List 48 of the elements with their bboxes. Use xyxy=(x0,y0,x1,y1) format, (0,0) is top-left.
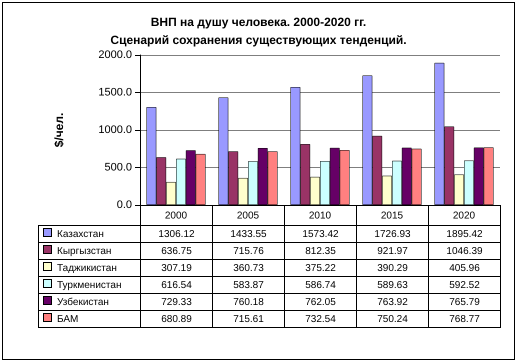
data-label: 715.61 xyxy=(212,310,284,328)
data-label: 589.63 xyxy=(356,276,428,294)
data-label: 405.96 xyxy=(428,260,500,276)
data-label: 762.05 xyxy=(284,294,356,310)
x-tick-label: 2010 xyxy=(308,210,332,222)
data-label: 616.54 xyxy=(140,276,212,294)
legend-label: Кыргызстан xyxy=(57,246,112,257)
y-tick-label: 1500.0 xyxy=(98,86,132,98)
data-label: 1306.12 xyxy=(140,226,212,242)
chart-title: ВНП на душу человека. 2000-2020 гг. Сценарий сохранения существующих тенденций. xyxy=(110,15,407,47)
data-label: 812.35 xyxy=(284,242,356,260)
data-label: 636.75 xyxy=(140,242,212,260)
x-tick-label: 2000 xyxy=(164,210,188,222)
y-tick-label: 1000.0 xyxy=(98,124,132,136)
data-label: 586.74 xyxy=(284,276,356,294)
data-label: 732.54 xyxy=(284,310,356,328)
legend-label: БАМ xyxy=(57,314,78,325)
y-tick-label: 0.0 xyxy=(116,199,132,211)
data-label: 592.52 xyxy=(428,276,500,294)
data-label: 921.97 xyxy=(356,242,428,260)
data-label: 583.87 xyxy=(212,276,284,294)
data-label: 1433.55 xyxy=(212,226,284,242)
legend-label: Таджикистан xyxy=(57,263,117,274)
data-label: 1895.42 xyxy=(428,226,500,242)
y-axis-title: $/чел. xyxy=(52,112,66,148)
data-label: 715.76 xyxy=(212,242,284,260)
data-label: 390.29 xyxy=(356,260,428,276)
data-label: 360.73 xyxy=(212,260,284,276)
legend-label: Казахстан xyxy=(57,229,104,240)
legend-label: Туркменистан xyxy=(57,280,122,291)
data-label: 729.33 xyxy=(140,294,212,310)
data-label: 1573.42 xyxy=(284,226,356,242)
y-tick-label: 500.0 xyxy=(104,162,132,174)
data-label: 680.89 xyxy=(140,310,212,328)
data-label: 307.19 xyxy=(140,260,212,276)
legend-label: Узбекистан xyxy=(57,297,109,308)
data-label: 1726.93 xyxy=(356,226,428,242)
y-tick-label: 2000.0 xyxy=(98,49,132,61)
data-label: 768.77 xyxy=(428,310,500,328)
x-tick-label: 2005 xyxy=(236,210,260,222)
x-tick-label: 2020 xyxy=(452,210,476,222)
data-label: 750.24 xyxy=(356,310,428,328)
data-label: 1046.39 xyxy=(428,242,500,260)
data-label: 765.79 xyxy=(428,294,500,310)
data-label: 375.22 xyxy=(284,260,356,276)
data-label: 763.92 xyxy=(356,294,428,310)
data-label: 760.18 xyxy=(212,294,284,310)
x-tick-label: 2015 xyxy=(380,210,404,222)
